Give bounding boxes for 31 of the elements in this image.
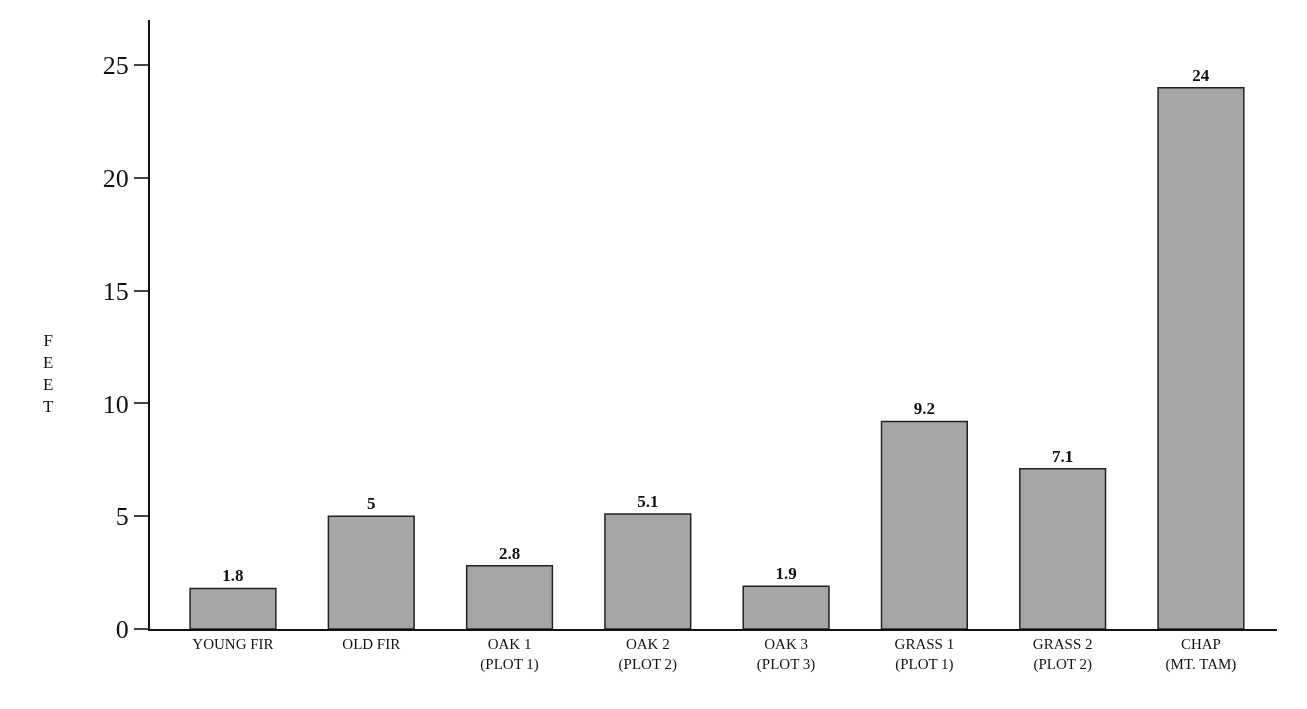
x-tick-label: OLD FIR [342, 636, 401, 652]
data-label: 9.2 [913, 399, 936, 419]
x-tick-label: GRASS 1 (PLOT 1) [894, 636, 955, 673]
bar [604, 513, 692, 629]
data-label: 1.9 [775, 564, 797, 584]
data-label: 24 [1192, 65, 1210, 85]
x-tick-label: OAK 2 (PLOT 2) [618, 636, 678, 673]
bar [880, 420, 968, 629]
y-tick-label: 10 [102, 389, 129, 419]
bar [1019, 468, 1107, 629]
y-tick-label: 20 [102, 163, 129, 193]
bar [327, 515, 415, 629]
x-tick-label: OAK 3 (PLOT 3) [756, 636, 816, 673]
data-label: 2.8 [498, 543, 521, 563]
x-tick-label: CHAP (MT. TAM) [1165, 636, 1237, 673]
x-tick-label: YOUNG FIR [192, 636, 274, 652]
x-tick-label: GRASS 2 (PLOT 2) [1032, 636, 1093, 673]
bar [1157, 86, 1245, 629]
data-label: 1.8 [222, 566, 244, 586]
bar [742, 585, 830, 629]
y-tick-label: 15 [102, 276, 129, 306]
y-tick-label: 0 [115, 615, 129, 645]
x-tick-label: OAK 1 (PLOT 1) [480, 636, 539, 673]
data-label: 7.1 [1052, 446, 1074, 466]
y-axis-title: FEET [43, 331, 54, 417]
data-label: 5 [367, 494, 376, 514]
y-tick-label: 5 [115, 502, 129, 532]
y-tick-label: 25 [102, 51, 129, 81]
data-label: 5.1 [637, 491, 659, 511]
bar [465, 565, 554, 629]
bar [189, 587, 277, 629]
